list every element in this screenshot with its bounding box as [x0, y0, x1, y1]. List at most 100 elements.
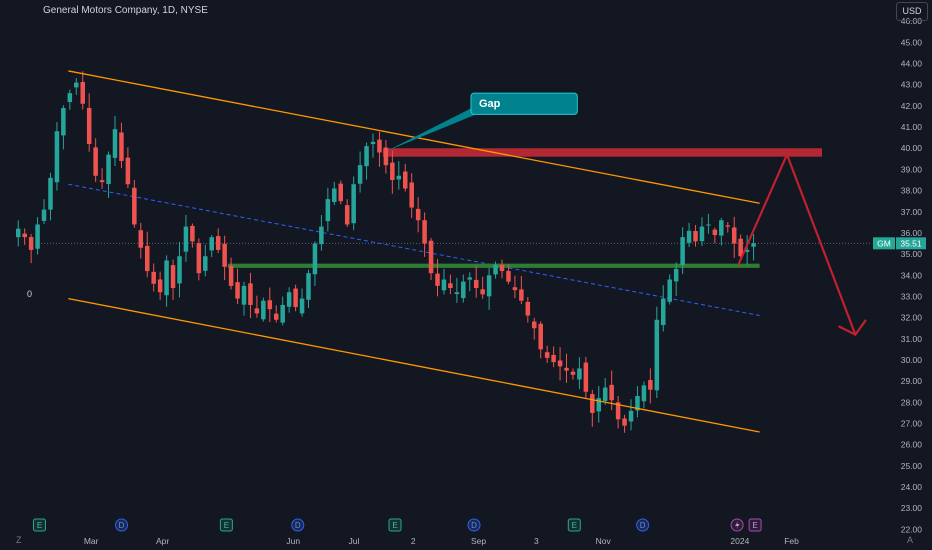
lightning-icon	[735, 521, 740, 529]
candle	[299, 288, 305, 317]
candle	[532, 317, 537, 340]
candles-series	[15, 71, 756, 433]
candle-body	[325, 199, 331, 222]
candle	[35, 217, 40, 255]
candle	[506, 264, 511, 285]
candle-body	[228, 265, 234, 286]
y-axis: 46.00 45.00 44.00 43.00 42.00 41.00 40.00 39.00…	[901, 16, 923, 534]
x-axis: Mar Apr Jun Jul 2 Sep 3 Nov 2024 Feb	[84, 536, 799, 546]
candle	[235, 268, 240, 305]
candle-body	[661, 298, 666, 326]
candle	[15, 220, 21, 247]
y-tick-label: 42.00	[901, 101, 923, 111]
candle-body	[306, 273, 311, 300]
candle-body	[170, 265, 176, 288]
candle	[306, 269, 311, 309]
candle-body	[622, 418, 627, 426]
y-tick-label: 37.00	[901, 207, 923, 217]
candle-body	[351, 184, 356, 224]
last-price-tag-bg	[896, 237, 926, 250]
candle-body	[602, 387, 608, 401]
candle-body	[203, 256, 208, 271]
auto-scale-button[interactable]: A	[907, 535, 914, 545]
event-marker-shape	[291, 518, 305, 532]
candle-body	[686, 230, 692, 243]
candle-body	[248, 283, 253, 305]
candle	[293, 284, 298, 312]
candle-body	[48, 177, 53, 210]
candle	[725, 222, 731, 233]
candle-body	[402, 171, 408, 189]
candle-body	[461, 281, 466, 299]
y-tick-label: 34.00	[901, 270, 923, 280]
candle	[519, 275, 524, 305]
candle	[357, 151, 363, 193]
candle-body	[196, 243, 202, 274]
candle	[28, 233, 34, 264]
candle	[273, 305, 279, 323]
candle	[712, 227, 718, 244]
candle-body	[493, 264, 498, 275]
x-tick-label: Jul	[349, 536, 360, 546]
candle	[48, 172, 53, 221]
channel-mid-line	[68, 183, 760, 317]
candle-body	[164, 260, 169, 296]
candle	[177, 241, 182, 298]
event-marker: E	[730, 518, 762, 532]
candle-body	[751, 243, 756, 247]
candle	[493, 261, 498, 279]
channel-lower-line	[68, 297, 760, 433]
timezone-icon[interactable]: Z	[16, 535, 22, 545]
y-tick-label: 31.00	[901, 334, 923, 344]
candle	[641, 381, 647, 409]
candle-body	[106, 154, 111, 185]
candle-body	[544, 352, 550, 358]
candle-body	[738, 238, 743, 257]
candle	[203, 244, 208, 277]
candle	[144, 231, 150, 278]
candle	[751, 233, 756, 261]
y-tick-label: 26.00	[901, 440, 923, 450]
y-tick-label: 40.00	[901, 143, 923, 153]
candle	[680, 227, 685, 274]
candle-body	[86, 107, 92, 144]
y-tick-label: 24.00	[901, 482, 923, 492]
candle-body	[506, 270, 511, 282]
candle-body	[396, 175, 402, 180]
candle	[486, 267, 492, 310]
currency-button[interactable]: USD	[896, 2, 928, 21]
candle	[422, 212, 427, 257]
y-tick-label: 29.00	[901, 376, 923, 386]
candle-body	[673, 268, 679, 282]
candle-body	[596, 398, 602, 412]
candle	[74, 78, 79, 95]
resistance-zone	[382, 148, 822, 157]
candle	[222, 235, 227, 281]
event-marker-shape	[388, 518, 402, 532]
candle	[622, 414, 627, 433]
candle	[654, 306, 660, 399]
candle-body	[570, 371, 576, 375]
candle-body	[319, 226, 324, 245]
channel-midline	[68, 183, 760, 317]
candle	[209, 234, 214, 258]
candle-body	[473, 279, 479, 288]
candle-body	[157, 279, 163, 293]
candle	[590, 389, 595, 427]
candle	[570, 368, 576, 380]
callout-box	[470, 92, 578, 115]
channel-upper-line	[68, 70, 760, 204]
candle	[551, 346, 556, 368]
event-marker-label: D	[295, 521, 301, 530]
candle	[435, 258, 440, 297]
candle-body	[409, 182, 414, 208]
candle	[344, 199, 350, 227]
candle-body	[222, 243, 227, 267]
candle	[61, 105, 66, 150]
candle-body	[125, 157, 131, 185]
candle-body	[486, 275, 492, 297]
candle	[686, 222, 692, 247]
candle	[512, 275, 518, 299]
candle	[635, 386, 640, 418]
